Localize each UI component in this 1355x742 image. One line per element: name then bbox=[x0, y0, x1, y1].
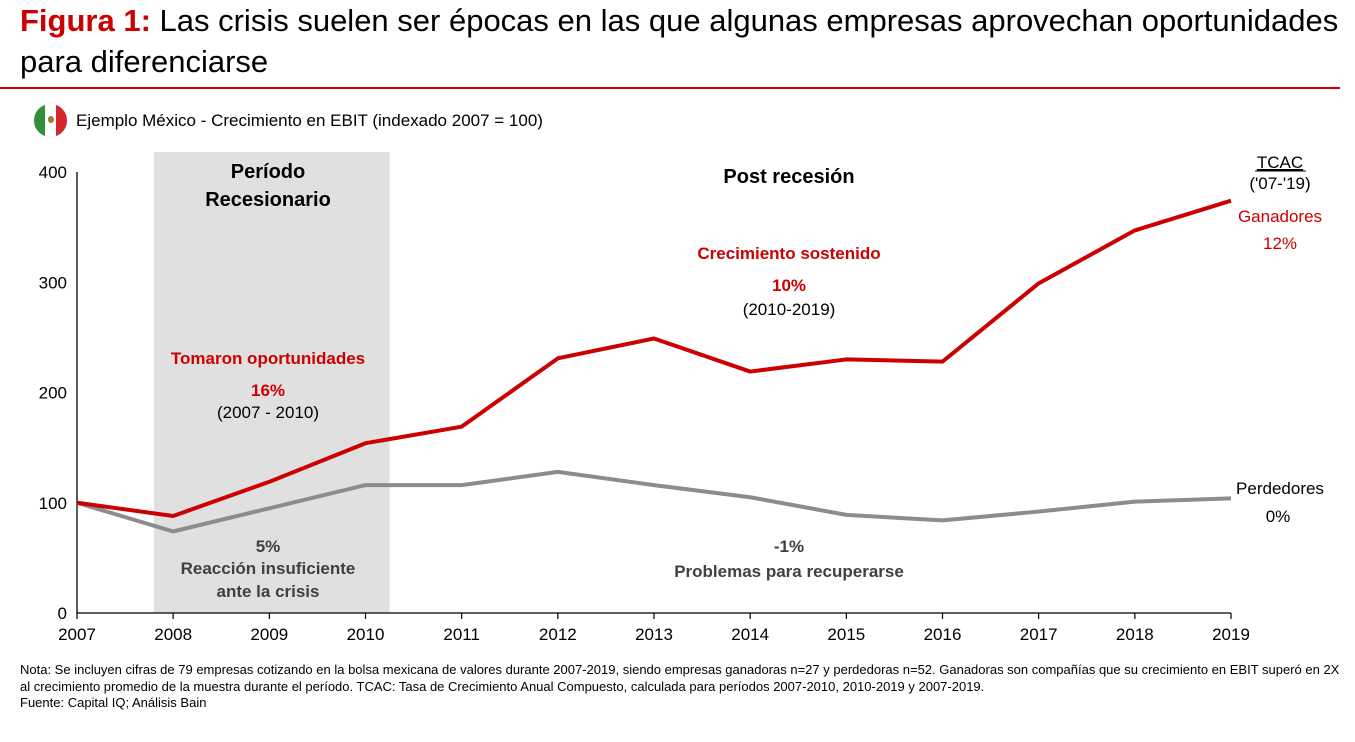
win-post-pct: 10% bbox=[772, 276, 806, 295]
losers-legend-pct: 0% bbox=[1266, 507, 1291, 526]
chart-subtitle: Ejemplo México - Crecimiento en EBIT (in… bbox=[76, 111, 543, 130]
win-crisis-pct: 16% bbox=[251, 381, 285, 400]
y-tick-label: 0 bbox=[58, 604, 67, 623]
recession-label-1: Período bbox=[231, 161, 305, 183]
x-tick-label: 2017 bbox=[1020, 625, 1058, 644]
x-tick-label: 2019 bbox=[1212, 625, 1250, 644]
footnote-text: Nota: Se incluyen cifras de 79 empresas … bbox=[20, 662, 1340, 694]
figure-label: Figura 1: bbox=[20, 3, 151, 38]
tcac-range: ('07-'19) bbox=[1249, 174, 1310, 193]
x-tick-label: 2014 bbox=[731, 625, 769, 644]
lose-post-label: Problemas para recuperarse bbox=[674, 562, 904, 581]
source-text: Fuente: Capital IQ; Análisis Bain bbox=[20, 695, 207, 710]
win-crisis-range: (2007 - 2010) bbox=[217, 403, 319, 422]
winners-legend-label: Ganadores bbox=[1238, 207, 1322, 226]
footnote: Nota: Se incluyen cifras de 79 empresas … bbox=[20, 662, 1350, 712]
figure-title-text: Las crisis suelen ser épocas en las que … bbox=[20, 3, 1339, 79]
x-tick-label: 2009 bbox=[250, 625, 288, 644]
winners-legend-pct: 12% bbox=[1263, 234, 1297, 253]
recession-label-2: Recesionario bbox=[205, 189, 331, 211]
y-tick-label: 400 bbox=[39, 163, 67, 182]
figure-title: Figura 1: Las crisis suelen ser épocas e… bbox=[20, 0, 1340, 82]
win-post-range: (2010-2019) bbox=[743, 300, 836, 319]
y-tick-label: 300 bbox=[39, 273, 67, 292]
recession-shaded-region bbox=[153, 152, 390, 613]
lose-crisis-pct: 5% bbox=[256, 537, 281, 556]
lose-crisis-line2: ante la crisis bbox=[216, 582, 319, 601]
losers-legend-label: Perdedores bbox=[1236, 479, 1324, 498]
x-tick-label: 2010 bbox=[347, 625, 385, 644]
lose-post-pct: -1% bbox=[774, 537, 804, 556]
x-tick-label: 2018 bbox=[1116, 625, 1154, 644]
tcac-title: TCAC bbox=[1257, 153, 1303, 172]
x-tick-label: 2007 bbox=[58, 625, 96, 644]
win-post-label: Crecimiento sostenido bbox=[697, 244, 880, 263]
title-divider bbox=[0, 87, 1340, 89]
series-line-ganadores bbox=[76, 198, 1232, 518]
mexico-flag-icon bbox=[34, 104, 67, 137]
win-crisis-label: Tomaron oportunidades bbox=[171, 349, 365, 368]
post-recession-label: Post recesión bbox=[723, 166, 854, 188]
x-tick-label: 2011 bbox=[443, 625, 480, 644]
x-tick-label: 2015 bbox=[827, 625, 865, 644]
y-tick-label: 200 bbox=[39, 384, 67, 403]
line-chart: 0 100 200 300 400 2007 2008 2009 2010 2011 2012 201… bbox=[39, 152, 1324, 644]
y-tick-label: 100 bbox=[39, 494, 67, 513]
x-tick-label: 2016 bbox=[924, 625, 962, 644]
x-tick-label: 2012 bbox=[539, 625, 577, 644]
x-tick-label: 2013 bbox=[635, 625, 673, 644]
lose-crisis-line1: Reacción insuficiente bbox=[181, 559, 356, 578]
x-tick-label: 2008 bbox=[154, 625, 192, 644]
series-line-perdedores bbox=[76, 469, 1232, 534]
